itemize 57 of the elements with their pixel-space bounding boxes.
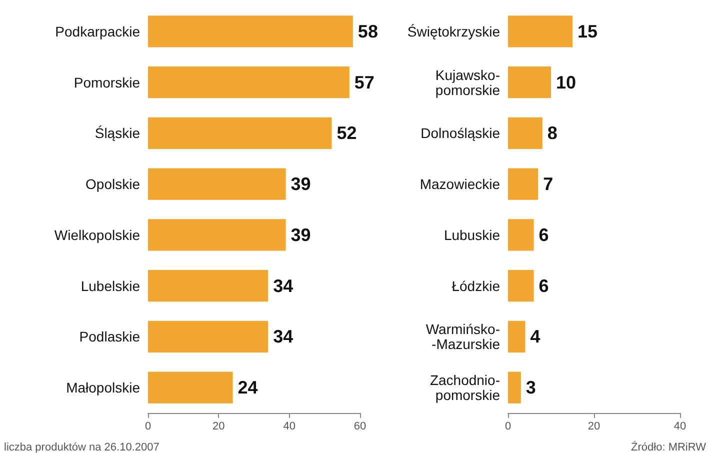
bar (148, 372, 233, 404)
data-label: 7 (543, 174, 554, 194)
y-tick-label: Opolskie (86, 176, 140, 192)
x-tick-label: 60 (354, 420, 366, 432)
bar (508, 66, 551, 98)
bar (148, 16, 353, 48)
y-tick-label: Śląskie (94, 125, 140, 142)
x-tick-label: 40 (283, 420, 296, 432)
y-tick-label: Kujawsko- pomorskie (435, 66, 500, 98)
data-label: 10 (556, 72, 576, 92)
y-tick-label: Warmińsko- -Mazurskie (426, 321, 500, 352)
data-label: 39 (290, 174, 311, 194)
bar (508, 372, 521, 404)
y-tick-label: Podlaskie (79, 328, 140, 345)
bar (148, 66, 350, 98)
bar (508, 219, 534, 251)
y-tick-label: Dolnośląskie (420, 125, 500, 142)
data-label: 8 (547, 123, 558, 144)
data-label: 34 (273, 276, 294, 296)
data-label: 58 (358, 21, 378, 42)
x-tick-label: 20 (212, 420, 225, 432)
text: Źródło: MRiRW (631, 440, 707, 454)
bar (508, 320, 526, 352)
data-label: 6 (538, 224, 549, 245)
bar (148, 168, 286, 200)
y-tick-label: Mazowieckie (420, 176, 500, 192)
bar (508, 270, 534, 302)
data-label: 57 (354, 72, 374, 92)
bar (148, 320, 268, 352)
data-label: 3 (526, 378, 536, 398)
y-tick-label: Lubelskie (80, 278, 140, 294)
data-label: 6 (538, 276, 549, 296)
y-tick-label: Zachodnio- pomorskie (430, 372, 500, 404)
y-tick-label: Małopolskie (66, 380, 140, 396)
bar (508, 168, 538, 200)
y-tick-label: Pomorskie (74, 74, 140, 90)
bar (148, 219, 286, 251)
data-label: 52 (336, 123, 357, 144)
y-tick-label: Świętokrzyskie (407, 23, 500, 40)
bar (508, 117, 542, 149)
bar (148, 117, 332, 149)
bar (508, 16, 572, 48)
y-tick-label: Wielkopolskie (54, 226, 140, 243)
x-tick-label: 40 (674, 420, 686, 432)
data-label: 4 (530, 326, 540, 347)
bar (148, 270, 268, 302)
x-tick-label: 0 (144, 420, 152, 432)
data-label: 15 (578, 21, 598, 42)
text: liczba produktów na 26.10.2007 (4, 442, 160, 454)
y-tick-label: Podkarpackie (55, 23, 140, 40)
data-label: 24 (238, 378, 258, 398)
data-label: 34 (273, 326, 294, 347)
x-tick-label: 0 (504, 420, 512, 432)
data-label: 39 (290, 224, 311, 245)
y-tick-label: Lubuskie (444, 226, 500, 243)
y-tick-label: Łódzkie (452, 278, 500, 294)
x-tick-label: 20 (588, 420, 600, 432)
